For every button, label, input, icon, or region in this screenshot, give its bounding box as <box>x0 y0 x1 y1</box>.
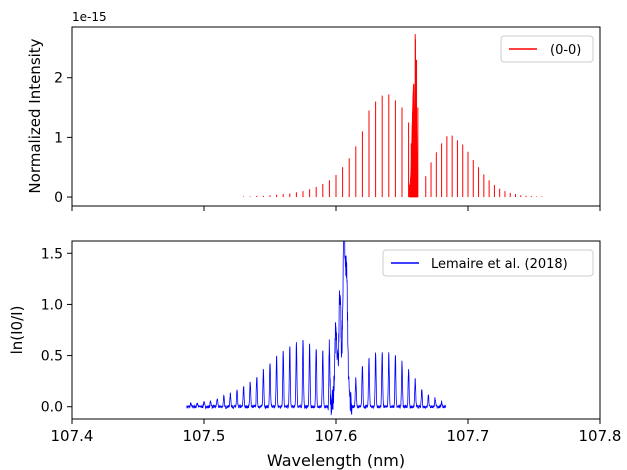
bottom-ytick-label: 1.5 <box>41 246 63 262</box>
bottom-xtick-label: 107.4 <box>51 427 94 445</box>
bottom-ytick-label: 0.5 <box>41 349 63 365</box>
bottom-xtick-label: 107.5 <box>183 427 226 445</box>
top-bandhead <box>409 38 419 198</box>
bottom-xtick-label: 107.6 <box>315 427 358 445</box>
bottom-panel: ln(I0/I) Wavelength (nm) 0.0 0.5 1.0 1.5 10… <box>8 240 622 470</box>
top-legend-box <box>500 35 594 63</box>
top-panel: 1e-15 Normalized Intensity 0 1 2 (0-0) <box>26 10 601 211</box>
offset-text: 1e-15 <box>72 10 107 24</box>
top-ytick-label: 2 <box>54 71 63 87</box>
bottom-legend-box <box>382 249 594 277</box>
top-ytick-label: 0 <box>54 190 63 206</box>
bottom-ytick-label: 1.0 <box>41 297 63 313</box>
x-axis-label: Wavelength (nm) <box>267 451 405 470</box>
top-legend: (0-0) <box>500 35 594 63</box>
bottom-y-axis-label: ln(I0/I) <box>8 306 26 355</box>
bottom-legend: Lemaire et al. (2018) <box>382 249 594 277</box>
top-ytick-label: 1 <box>54 130 63 146</box>
bottom-legend-label: Lemaire et al. (2018) <box>431 257 568 272</box>
bottom-ytick-label: 0.0 <box>41 400 63 416</box>
bottom-xtick-label: 107.7 <box>447 427 490 445</box>
top-y-axis-label: Normalized Intensity <box>26 38 44 193</box>
bottom-xtick-label: 107.8 <box>579 427 622 445</box>
top-legend-label: (0-0) <box>550 43 581 58</box>
bottom-spectrum-line <box>186 241 446 416</box>
